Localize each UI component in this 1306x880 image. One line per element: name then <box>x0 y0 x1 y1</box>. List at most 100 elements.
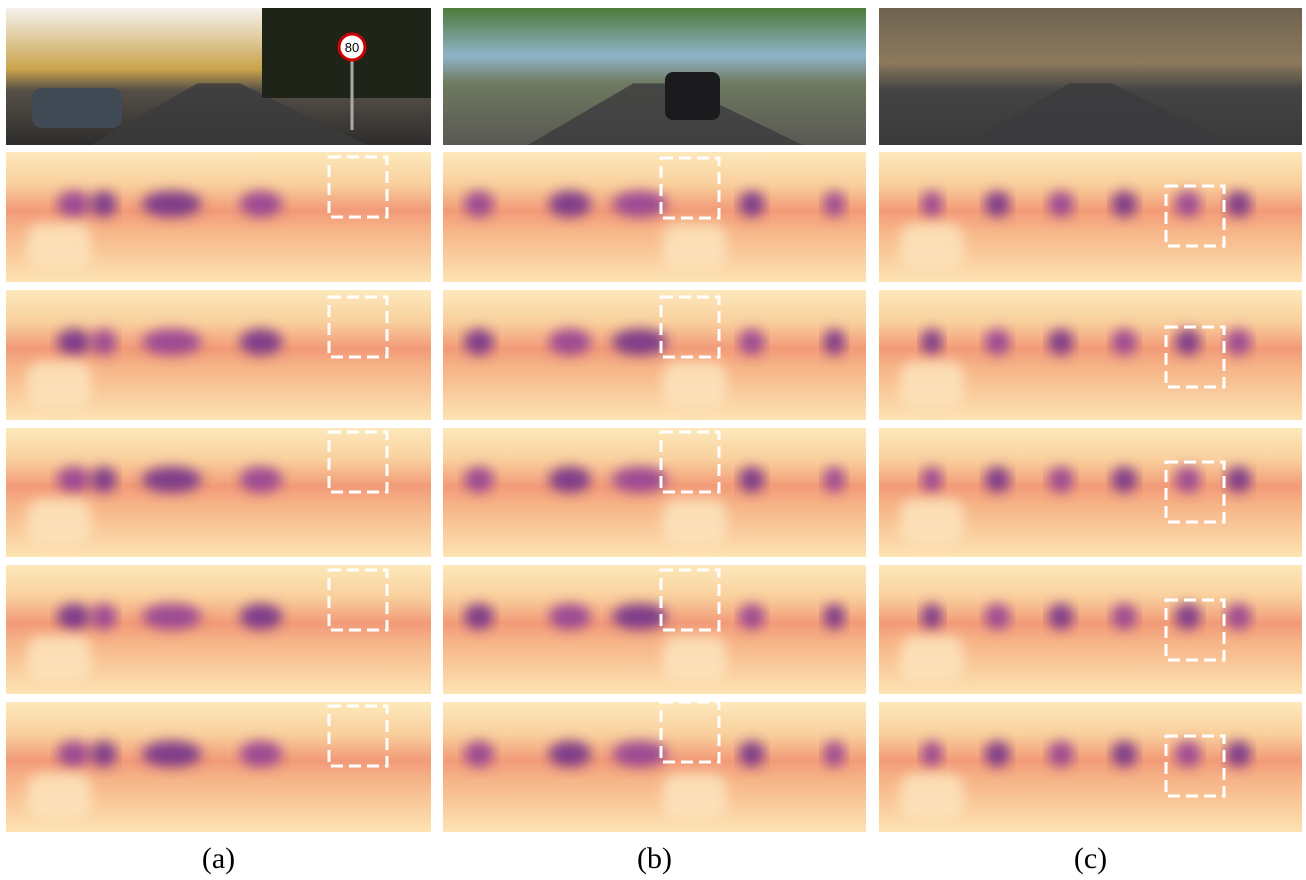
depth-blob <box>464 741 494 767</box>
depth-blob <box>57 329 91 355</box>
depth-blob <box>464 604 494 630</box>
column <box>879 8 1302 832</box>
depth-blob <box>1226 467 1251 493</box>
sign-text: 80 <box>345 40 359 55</box>
depth-blob <box>612 329 667 355</box>
depth-blob <box>824 741 845 767</box>
depth-blob <box>1048 467 1073 493</box>
depth-blob <box>921 329 942 355</box>
depth-blob <box>464 467 494 493</box>
depth-blob <box>142 329 202 355</box>
near-object <box>900 774 963 820</box>
depth-blob <box>57 467 91 493</box>
depth-blob <box>57 191 91 217</box>
caption: (b) <box>637 842 672 875</box>
depth-blob <box>91 191 117 217</box>
depth-blob <box>549 604 591 630</box>
depth-blob <box>1175 741 1200 767</box>
depth-blob <box>1112 741 1137 767</box>
depth-blob <box>985 467 1010 493</box>
depth-blob <box>985 191 1010 217</box>
depth-blob <box>612 467 667 493</box>
near-object <box>27 499 91 544</box>
depth-map <box>443 290 866 420</box>
near-object <box>900 224 963 270</box>
caption: (a) <box>202 842 235 875</box>
depth-blob <box>824 191 845 217</box>
depth-blob <box>91 329 117 355</box>
depth-blob <box>985 604 1010 630</box>
depth-blob <box>739 467 764 493</box>
car <box>665 72 720 120</box>
depth-blob <box>1226 191 1251 217</box>
near-object <box>27 636 91 681</box>
depth-blob <box>1048 191 1073 217</box>
depth-blob <box>57 741 91 767</box>
depth-blob <box>985 741 1010 767</box>
near-object <box>663 636 726 681</box>
depth-blob <box>1048 604 1073 630</box>
depth-blob <box>612 191 667 217</box>
near-object <box>900 499 963 544</box>
depth-blob <box>824 604 845 630</box>
depth-map <box>443 565 866 694</box>
depth-blob <box>739 329 764 355</box>
depth-blob <box>1112 191 1137 217</box>
depth-blob <box>1112 467 1137 493</box>
depth-blob <box>921 741 942 767</box>
depth-blob <box>240 191 283 217</box>
depth-blob <box>549 467 591 493</box>
depth-blob <box>91 604 117 630</box>
near-object <box>27 774 91 820</box>
near-object <box>27 362 91 408</box>
depth-blob <box>464 191 494 217</box>
depth-blob <box>1226 741 1251 767</box>
depth-blob <box>921 467 942 493</box>
depth-blob <box>1175 191 1200 217</box>
depth-blob <box>1226 329 1251 355</box>
depth-blob <box>1048 741 1073 767</box>
depth-blob <box>824 329 845 355</box>
depth-blob <box>240 741 283 767</box>
depth-blob <box>739 604 764 630</box>
column: 80 <box>6 8 431 832</box>
depth-blob <box>142 604 202 630</box>
depth-blob <box>985 329 1010 355</box>
near-object <box>663 499 726 544</box>
depth-blob <box>549 191 591 217</box>
depth-blob <box>549 741 591 767</box>
depth-blob <box>549 329 591 355</box>
depth-blob <box>1175 329 1200 355</box>
depth-blob <box>739 741 764 767</box>
near-object <box>663 224 726 270</box>
near-object <box>900 636 963 681</box>
depth-blob <box>824 467 845 493</box>
depth-blob <box>240 604 283 630</box>
depth-blob <box>1112 329 1137 355</box>
figure: 80 (a) (b) (c) <box>0 0 1306 880</box>
depth-blob <box>921 191 942 217</box>
depth-blob <box>921 604 942 630</box>
depth-blob <box>57 604 91 630</box>
depth-blob <box>739 191 764 217</box>
near-object <box>900 362 963 408</box>
caption: (c) <box>1074 842 1107 875</box>
depth-blob <box>612 604 667 630</box>
depth-blob <box>464 329 494 355</box>
near-object <box>27 224 91 270</box>
near-object <box>663 774 726 820</box>
depth-map <box>443 428 866 557</box>
column <box>443 8 866 832</box>
depth-blob <box>1048 329 1073 355</box>
depth-map <box>443 152 866 282</box>
depth-blob <box>142 191 202 217</box>
depth-blob <box>142 741 202 767</box>
depth-blob <box>1175 467 1200 493</box>
depth-blob <box>612 741 667 767</box>
depth-map <box>443 702 866 832</box>
depth-blob <box>1226 604 1251 630</box>
car <box>32 88 122 128</box>
depth-blob <box>1175 604 1200 630</box>
depth-blob <box>240 467 283 493</box>
depth-blob <box>142 467 202 493</box>
